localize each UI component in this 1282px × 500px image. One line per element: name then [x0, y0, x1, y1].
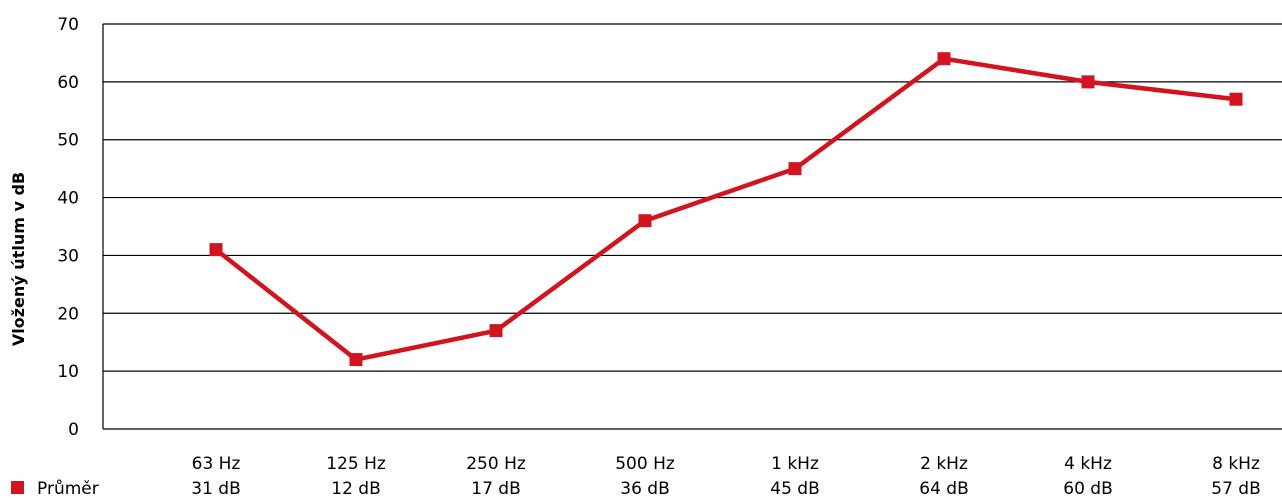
- legend-swatch: [11, 481, 24, 494]
- y-tick-label: 20: [57, 304, 79, 324]
- y-tick-label: 40: [57, 189, 79, 209]
- legend-series-name: Průměr: [37, 479, 99, 499]
- x-tick-label: 8 kHz: [1212, 454, 1260, 474]
- data-point-marker: [937, 52, 951, 66]
- data-table-value: 36 dB: [620, 479, 670, 499]
- y-axis-title: Vložený útlum v dB: [9, 172, 28, 346]
- data-point-marker: [349, 353, 363, 367]
- series-line: [214, 56, 1237, 362]
- y-tick-label: 0: [68, 420, 79, 440]
- data-table-value: 31 dB: [191, 479, 241, 499]
- data-table-value: 17 dB: [471, 479, 521, 499]
- x-tick-label: 63 Hz: [192, 454, 241, 474]
- y-axis-ticks: 0 10 20 30 40 50 60 70: [57, 15, 79, 440]
- x-tick-label: 125 Hz: [326, 454, 386, 474]
- y-tick-label: 60: [57, 73, 79, 93]
- data-table-value: 60 dB: [1063, 479, 1113, 499]
- legend-table: Průměr 31 dB 12 dB 17 dB 36 dB 45 dB 64 dB 60 d…: [11, 479, 1261, 499]
- x-tick-label: 1 kHz: [771, 454, 819, 474]
- y-tick-label: 70: [57, 15, 79, 35]
- data-table-value: 12 dB: [331, 479, 381, 499]
- data-table-value: 64 dB: [919, 479, 969, 499]
- data-point-marker: [1081, 75, 1095, 89]
- x-tick-label: 2 kHz: [920, 454, 968, 474]
- series-line-layer: [209, 52, 1243, 367]
- x-tick-label: 250 Hz: [466, 454, 526, 474]
- data-table-value: 45 dB: [770, 479, 820, 499]
- x-axis-ticks: 63 Hz 125 Hz 250 Hz 500 Hz 1 kHz 2 kHz 4 kHz 8 …: [192, 454, 1260, 474]
- data-point-marker: [489, 324, 503, 338]
- x-tick-label: 4 kHz: [1064, 454, 1112, 474]
- data-point-marker: [638, 214, 652, 228]
- y-tick-label: 30: [57, 246, 79, 266]
- y-tick-label: 50: [57, 131, 79, 151]
- y-tick-label: 10: [57, 362, 79, 382]
- data-point-marker: [209, 243, 223, 257]
- data-point-marker: [1229, 92, 1243, 106]
- data-table-value: 57 dB: [1211, 479, 1261, 499]
- data-point-marker: [788, 162, 802, 176]
- x-tick-label: 500 Hz: [615, 454, 675, 474]
